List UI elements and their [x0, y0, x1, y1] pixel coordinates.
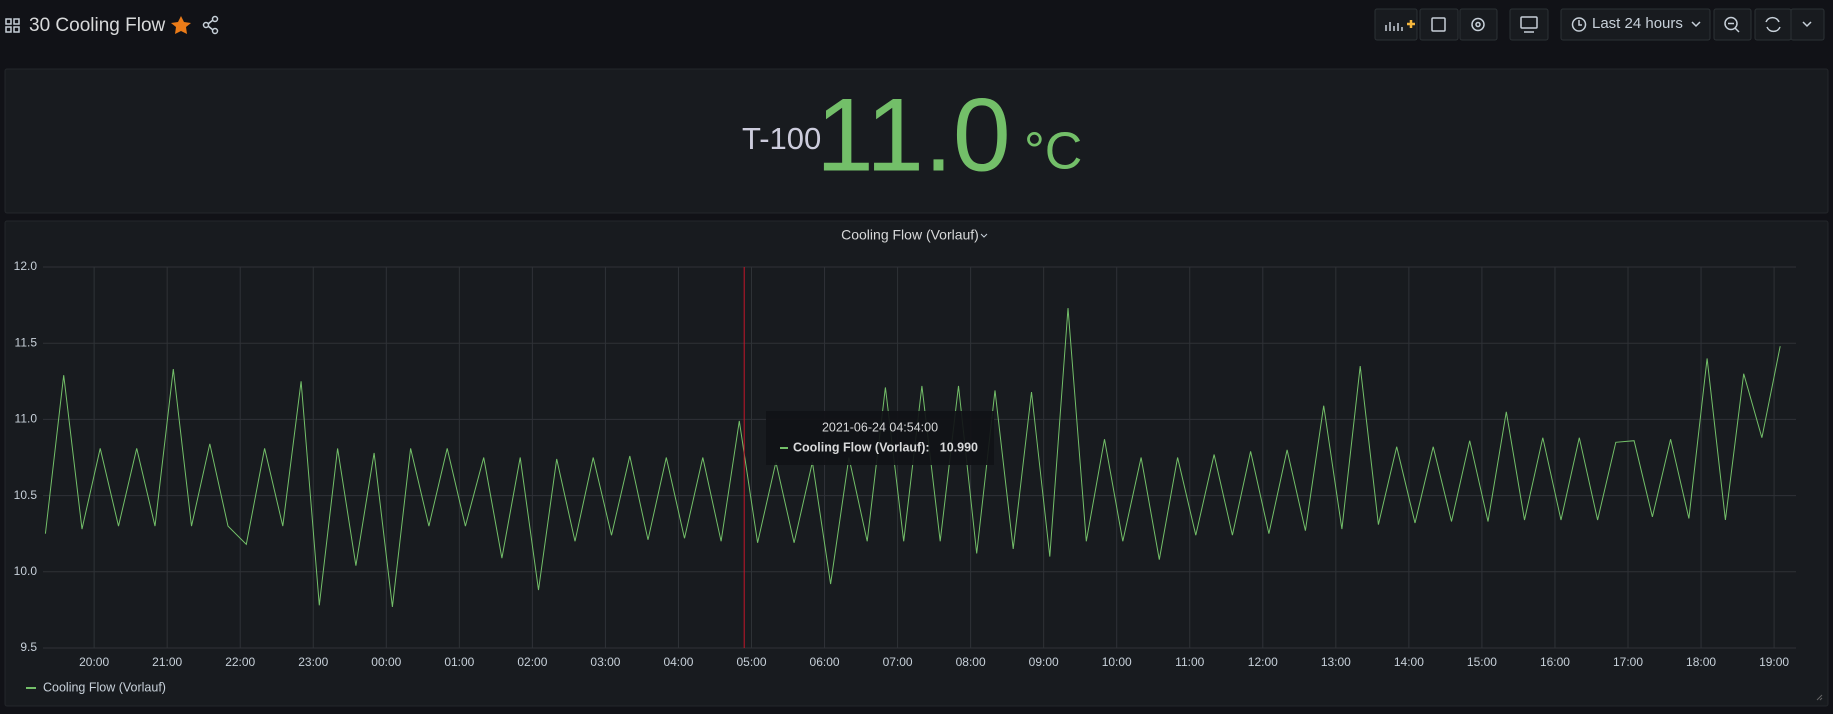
save-button[interactable]	[1419, 8, 1459, 41]
x-tick-label: 10:00	[1102, 655, 1132, 669]
x-tick-label: 15:00	[1467, 655, 1497, 669]
x-tick-label: 12:00	[1248, 655, 1278, 669]
x-tick-label: 23:00	[298, 655, 328, 669]
star-icon[interactable]	[171, 16, 191, 34]
dashboard-title[interactable]: 30 Cooling Flow	[29, 15, 166, 36]
x-tick-label: 17:00	[1613, 655, 1643, 669]
x-tick-label: 13:00	[1321, 655, 1351, 669]
tooltip-time: 2021-06-24 04:54:00	[822, 420, 938, 434]
stat-value: 11.0	[816, 77, 1011, 193]
y-tick-label: 11.5	[15, 335, 38, 349]
header-icons	[1385, 16, 1812, 33]
x-tick-label: 20:00	[79, 655, 109, 669]
x-tick-label: 04:00	[663, 655, 693, 669]
add-panel-button[interactable]	[1374, 8, 1418, 41]
x-tick-label: 07:00	[883, 655, 913, 669]
legend-label[interactable]: Cooling Flow (Vorlauf)	[43, 680, 166, 694]
x-tick-label: 16:00	[1540, 655, 1570, 669]
panel-menu-caret[interactable]	[980, 233, 988, 238]
x-tick-label: 02:00	[517, 655, 547, 669]
time-picker[interactable]	[1560, 8, 1711, 41]
panel-title[interactable]: Cooling Flow (Vorlauf)	[841, 227, 979, 243]
refresh-button[interactable]	[1754, 8, 1792, 41]
tooltip-series: Cooling Flow (Vorlauf):	[793, 440, 930, 454]
x-tick-label: 06:00	[810, 655, 840, 669]
zoom-out-button[interactable]	[1713, 8, 1752, 41]
stat-unit: °C	[1024, 123, 1082, 181]
tooltip-value: 10.990	[940, 440, 978, 454]
y-tick-label: 11.0	[15, 412, 38, 426]
x-tick-label: 21:00	[152, 655, 182, 669]
x-tick-label: 19:00	[1759, 655, 1789, 669]
tooltip-box	[766, 411, 994, 465]
y-tick-label: 10.0	[14, 564, 38, 578]
x-tick-label: 03:00	[590, 655, 620, 669]
x-tick-label: 09:00	[1029, 655, 1059, 669]
x-tick-label: 05:00	[736, 655, 766, 669]
x-tick-label: 08:00	[956, 655, 986, 669]
y-tick-label: 9.5	[20, 640, 37, 654]
y-tick-label: 10.5	[14, 488, 38, 502]
resize-handle[interactable]	[1816, 694, 1823, 701]
stat-prefix: T-100	[742, 121, 821, 156]
settings-button[interactable]	[1459, 8, 1498, 41]
x-tick-label: 01:00	[444, 655, 474, 669]
y-tick-label: 12.0	[14, 259, 38, 273]
x-tick-label: 18:00	[1686, 655, 1716, 669]
time-range-label[interactable]: Last 24 hours	[1592, 15, 1683, 32]
x-tick-label: 00:00	[371, 655, 401, 669]
dashboard-icon[interactable]	[5, 18, 20, 33]
tv-mode-button[interactable]	[1509, 8, 1549, 41]
x-tick-label: 22:00	[225, 655, 255, 669]
share-icon[interactable]	[202, 15, 219, 35]
x-tick-label: 11:00	[1175, 655, 1204, 669]
x-tick-label: 14:00	[1394, 655, 1424, 669]
stat-panel	[4, 68, 1829, 214]
